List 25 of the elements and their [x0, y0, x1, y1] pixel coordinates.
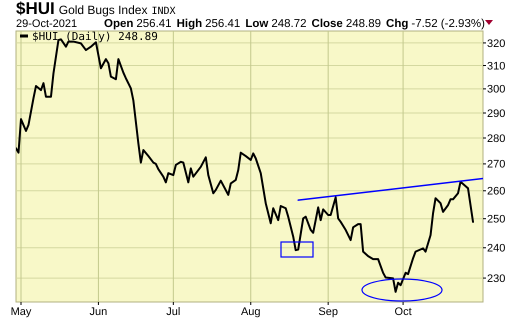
x-tick-label: Jun: [90, 306, 108, 318]
y-tick-label: 270: [487, 158, 506, 171]
legend-label: $HUI (Daily) 248.89: [32, 30, 158, 43]
y-tick-label: 310: [487, 60, 506, 72]
chart-title: $HUI Gold Bugs Index: [16, 0, 148, 18]
y-tick-label: 240: [487, 242, 506, 255]
text: Open 256.41: [104, 18, 172, 30]
y-tick-label: 260: [487, 186, 506, 198]
text: INDX: [151, 6, 176, 17]
x-tick-label: Aug: [240, 306, 261, 318]
x-tick-label: Jul: [166, 306, 180, 318]
x-tick-label: May: [10, 306, 32, 318]
text: Chg -7.52 (-2.93%): [386, 18, 486, 30]
x-tick-label: Oct: [394, 306, 412, 318]
text: High 256.41: [176, 18, 240, 30]
y-tick-label: 320: [487, 38, 506, 50]
chart-subtitle: 29-Oct-2021: [16, 18, 78, 30]
text: Close 248.89: [312, 18, 382, 30]
x-tick-label: Sep: [318, 306, 338, 318]
text: Low 248.72: [245, 18, 307, 30]
y-tick-label: 250: [487, 214, 506, 226]
y-tick-label: 300: [487, 84, 506, 96]
y-tick-label: 230: [487, 272, 506, 285]
y-tick-label: 280: [487, 132, 506, 145]
y-tick-label: 290: [487, 108, 506, 120]
